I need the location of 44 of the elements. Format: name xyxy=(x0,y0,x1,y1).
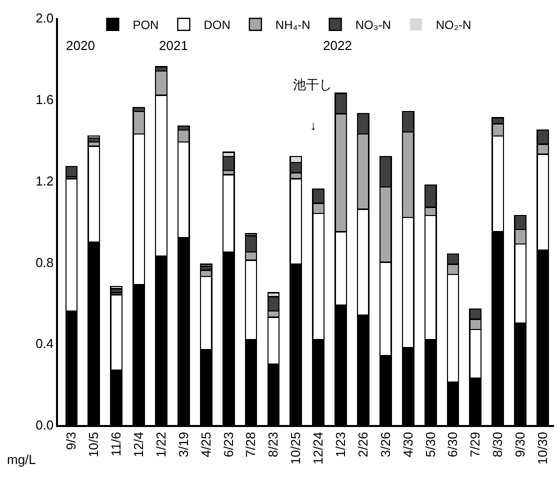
x-tick-label: 6/23 xyxy=(220,432,236,458)
x-tick-label: 10/5 xyxy=(86,432,102,458)
x-tick-label: 10/30 xyxy=(535,432,550,464)
legend-label: NO₃-N xyxy=(355,18,391,32)
y-axis-title: mg/L xyxy=(7,452,36,467)
x-tick-label: 7/29 xyxy=(468,432,483,458)
legend-label: PON xyxy=(132,18,159,32)
annotation: 2020 xyxy=(66,38,95,53)
x-tick-label: 6/30 xyxy=(445,432,460,458)
x-tick-label: 3/19 xyxy=(176,432,191,458)
bar xyxy=(222,156,235,172)
annotation: 2021 xyxy=(159,38,188,53)
x-tick-label: 10/25 xyxy=(288,432,304,464)
y-tick-label: 0.4 xyxy=(36,336,54,352)
x-tick-label: 12/4 xyxy=(131,432,146,458)
legend-label: NO₂-N xyxy=(436,18,472,32)
x-tick-label: 4/30 xyxy=(400,432,416,458)
x-tick-label: 2/26 xyxy=(355,432,370,458)
x-tick-label: 11/6 xyxy=(108,432,124,456)
annotation: ↓ xyxy=(310,118,316,133)
x-tick-label: 1/23 xyxy=(333,432,348,458)
bar xyxy=(200,264,212,267)
x-tick-label: 9/30 xyxy=(512,432,528,458)
annotation: 2022 xyxy=(323,38,352,53)
x-tick-label: 12/24 xyxy=(310,432,326,464)
annotation: 池干し xyxy=(293,77,332,92)
legend-label: DON xyxy=(204,18,230,32)
x-tick-label: 8/30 xyxy=(490,432,506,458)
x-tick-label: 9/3 xyxy=(64,432,79,450)
x-tick-label: 7/28 xyxy=(243,432,258,458)
x-tick-label: 4/25 xyxy=(198,432,214,458)
x-tick-label: 3/26 xyxy=(378,432,393,458)
y-tick-label: 0.8 xyxy=(36,254,54,270)
y-tick-label: 2.0 xyxy=(36,10,54,26)
legend-label: NH₄-N xyxy=(275,18,310,32)
y-tick-label: 1.2 xyxy=(36,173,54,188)
y-tick-label: 1.6 xyxy=(36,92,54,107)
x-tick-label: 8/23 xyxy=(266,432,281,458)
x-tick-label: 5/30 xyxy=(422,432,438,458)
x-tick-label: 1/22 xyxy=(153,432,168,458)
y-tick-label: 0.0 xyxy=(36,418,54,433)
bar xyxy=(88,135,100,139)
bar xyxy=(65,166,78,178)
bar xyxy=(110,286,123,290)
